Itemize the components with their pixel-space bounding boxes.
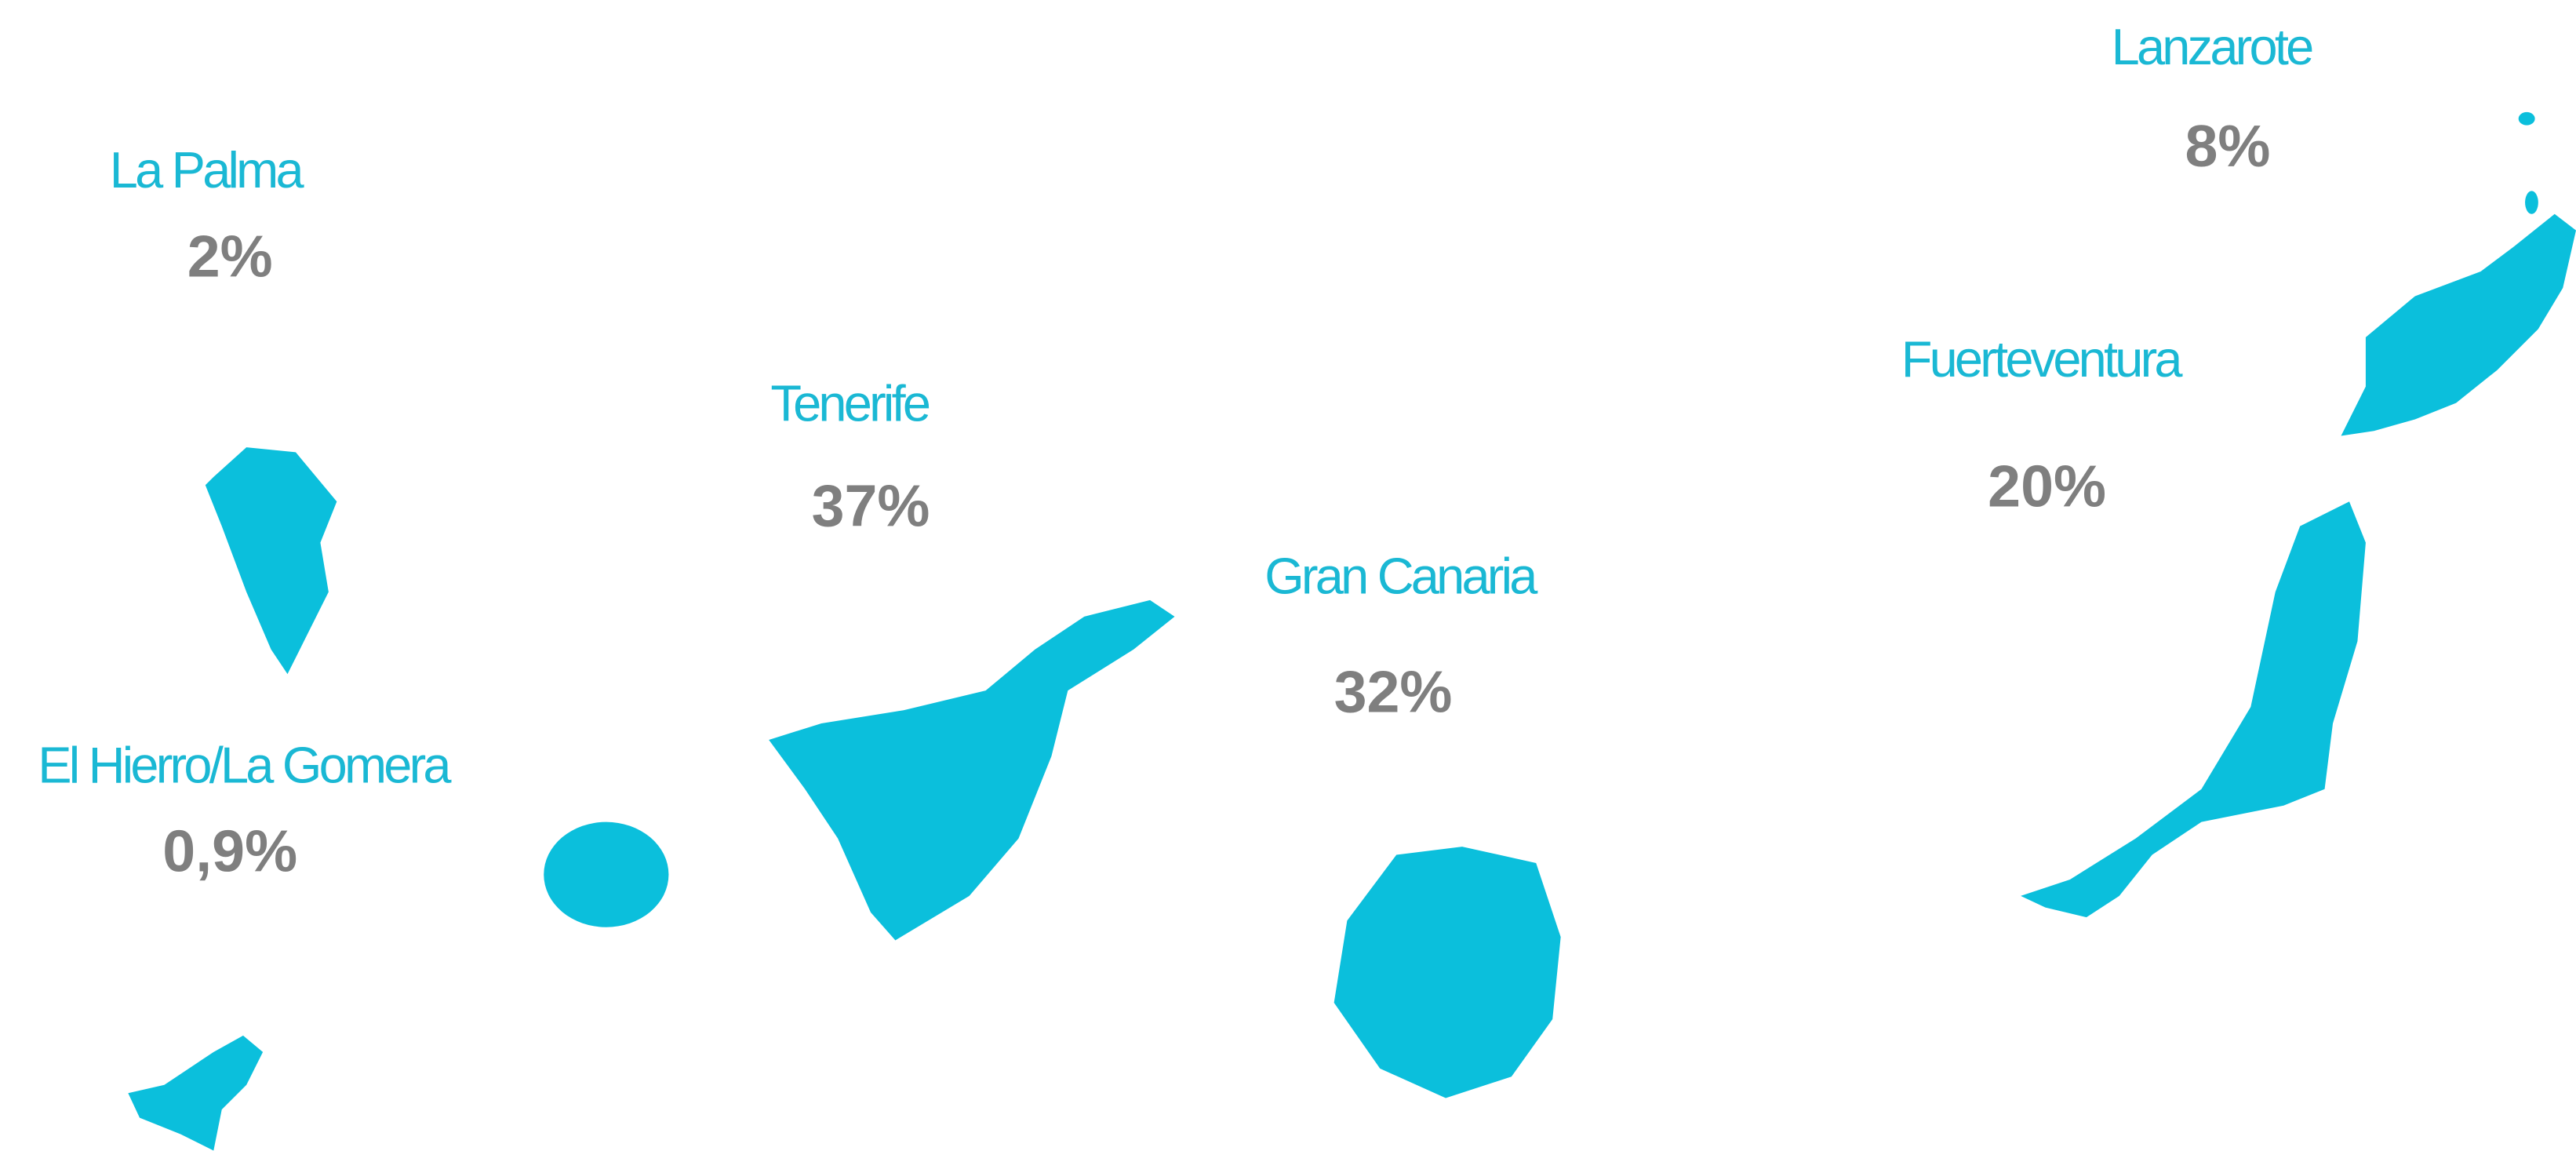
island-name: Tenerife xyxy=(770,375,929,432)
island-name: Lanzarote xyxy=(2112,18,2312,75)
island-share: 37% xyxy=(812,473,930,539)
island-name: El Hierro/La Gomera xyxy=(38,736,452,793)
islet-shape xyxy=(2525,191,2538,214)
island-name: Fuerteventura xyxy=(1901,330,2184,388)
tenerife-shape xyxy=(769,599,1175,941)
la-palma-shape xyxy=(205,447,337,675)
island-name: Gran Canaria xyxy=(1264,548,1538,605)
islet-shape xyxy=(2518,111,2535,126)
island-share: 0,9% xyxy=(162,818,297,883)
fuerteventura-shape xyxy=(2021,501,2366,918)
gran-canaria-shape xyxy=(1333,847,1561,1098)
island-share: 32% xyxy=(1334,658,1453,724)
island-share: 8% xyxy=(2185,113,2271,179)
island-share: 20% xyxy=(1988,453,2106,519)
island-name: La Palma xyxy=(110,141,305,199)
el-hierro-shape xyxy=(128,1035,264,1151)
la-gomera-shape xyxy=(544,821,669,927)
lanzarote-shape xyxy=(2341,213,2576,436)
island-share: 2% xyxy=(187,223,273,289)
